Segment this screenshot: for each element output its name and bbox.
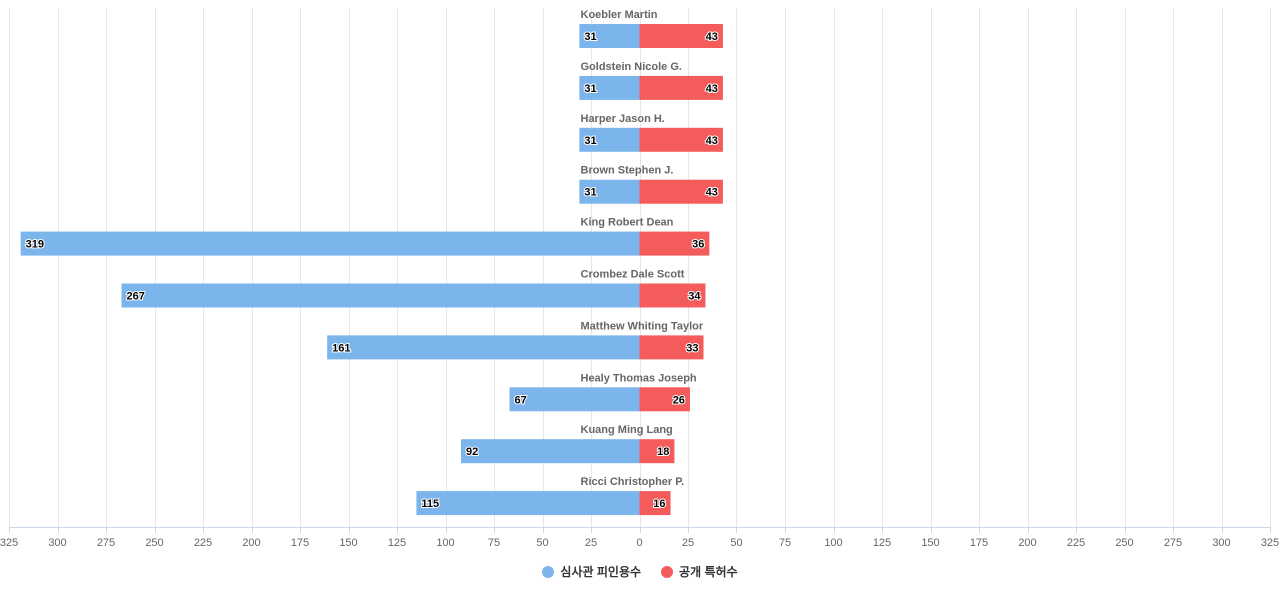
- bar-published-patents: [639, 283, 706, 308]
- bar-published-patents: [639, 24, 723, 48]
- tick-label: 25: [585, 537, 597, 549]
- tick-label: 325: [1261, 537, 1279, 549]
- data-label-examiner-citations: 267: [127, 291, 145, 303]
- bar-published-patents: [639, 179, 723, 204]
- tick-label: 275: [1164, 537, 1182, 549]
- category-label: Koebler Martin: [581, 9, 658, 21]
- legend: 심사관 피인용수 공개 특허수: [0, 563, 1280, 580]
- data-label-examiner-citations: 115: [421, 498, 439, 510]
- category-label: Healy Thomas Joseph: [581, 372, 697, 384]
- category-label: Harper Jason H.: [581, 113, 665, 125]
- legend-label: 공개 특허수: [679, 565, 738, 579]
- tick-label: 0: [636, 537, 642, 549]
- data-label-examiner-citations: 319: [26, 239, 44, 251]
- tick-label: 75: [779, 537, 791, 549]
- data-label-published-patents: 33: [686, 342, 698, 354]
- data-label-published-patents: 26: [673, 394, 685, 406]
- category-label: Goldstein Nicole G.: [581, 61, 682, 73]
- data-label-published-patents: 36: [692, 239, 704, 251]
- data-label-examiner-citations: 31: [584, 31, 596, 43]
- data-label-published-patents: 16: [653, 498, 665, 510]
- data-label-examiner-citations: 161: [332, 342, 350, 354]
- tick-label: 150: [339, 537, 357, 549]
- bars: [20, 24, 723, 516]
- tick-label: 300: [48, 537, 66, 549]
- bar-published-patents: [639, 491, 671, 516]
- bar-examiner-citations: [579, 75, 640, 100]
- diverging-bar-chart: 31 43 31 43 31 43 31 43 319 36 267 34 161 33 67 26 92 18 1…: [0, 8, 1279, 549]
- bar-examiner-citations: [579, 127, 640, 152]
- tick-label: 225: [194, 537, 212, 549]
- data-label-examiner-citations: 67: [515, 394, 527, 406]
- category-label: Matthew Whiting Taylor: [581, 320, 704, 332]
- bar-published-patents: [639, 387, 690, 412]
- bar-examiner-citations: [579, 24, 640, 48]
- bar-published-patents: [639, 439, 675, 464]
- category-label: King Robert Dean: [581, 217, 674, 229]
- data-label-examiner-citations: 92: [466, 446, 478, 458]
- legend-marker-blue: [542, 565, 555, 578]
- tick-label: 50: [536, 537, 548, 549]
- bar-examiner-citations: [121, 283, 640, 308]
- tick-label: 250: [1115, 537, 1133, 549]
- data-label-published-patents: 43: [706, 135, 718, 147]
- tick-label: 125: [873, 537, 891, 549]
- x-axis: 325 300 275 250 225 200 175 150 125 100 75 50 25 0 25 5…: [0, 527, 1279, 549]
- tick-label: 275: [97, 537, 115, 549]
- data-label-published-patents: 18: [657, 446, 669, 458]
- tick-label: 325: [0, 537, 18, 549]
- tick-label: 100: [436, 537, 454, 549]
- tick-label: 225: [1067, 537, 1085, 549]
- category-label: Ricci Christopher P.: [581, 476, 685, 488]
- bar-published-patents: [639, 335, 704, 360]
- tick-label: 125: [388, 537, 406, 549]
- tick-label: 175: [970, 537, 988, 549]
- bar-published-patents: [639, 231, 710, 256]
- category-label: Kuang Ming Lang: [581, 424, 673, 436]
- bar-examiner-citations: [416, 491, 640, 516]
- data-label-published-patents: 43: [706, 187, 718, 199]
- category-label: Crombez Dale Scott: [581, 269, 685, 281]
- tick-label: 50: [730, 537, 742, 549]
- bar-published-patents: [639, 127, 723, 152]
- category-label: Brown Stephen J.: [581, 165, 674, 177]
- tick-label: 200: [242, 537, 260, 549]
- bar-examiner-citations: [579, 179, 640, 204]
- data-labels: 31 43 31 43 31 43 31 43 319 36 267 34 161 33 67 26 92 18 1…: [25, 30, 719, 511]
- legend-item-published-patents[interactable]: 공개 특허수: [661, 563, 738, 580]
- tick-label: 75: [488, 537, 500, 549]
- data-label-published-patents: 43: [706, 83, 718, 95]
- bar-examiner-citations: [20, 231, 640, 256]
- tick-label: 100: [824, 537, 842, 549]
- bar-published-patents: [639, 75, 723, 100]
- legend-item-examiner-citations[interactable]: 심사관 피인용수: [542, 563, 641, 580]
- tick-label: 25: [682, 537, 694, 549]
- data-label-published-patents: 34: [688, 291, 701, 303]
- legend-marker-red: [661, 565, 674, 578]
- legend-label: 심사관 피인용수: [560, 565, 642, 579]
- data-label-published-patents: 43: [706, 31, 718, 43]
- data-label-examiner-citations: 31: [584, 83, 596, 95]
- tick-label: 300: [1212, 537, 1230, 549]
- bar-examiner-citations: [327, 335, 640, 360]
- tick-label: 150: [921, 537, 939, 549]
- bar-examiner-citations: [509, 387, 640, 412]
- tick-label: 200: [1018, 537, 1036, 549]
- tick-label: 250: [145, 537, 163, 549]
- bar-examiner-citations: [461, 439, 640, 464]
- tick-label: 175: [291, 537, 309, 549]
- category-labels: Koebler Martin Goldstein Nicole G. Harper …: [581, 9, 704, 488]
- data-label-examiner-citations: 31: [584, 135, 596, 147]
- data-label-examiner-citations: 31: [584, 187, 596, 199]
